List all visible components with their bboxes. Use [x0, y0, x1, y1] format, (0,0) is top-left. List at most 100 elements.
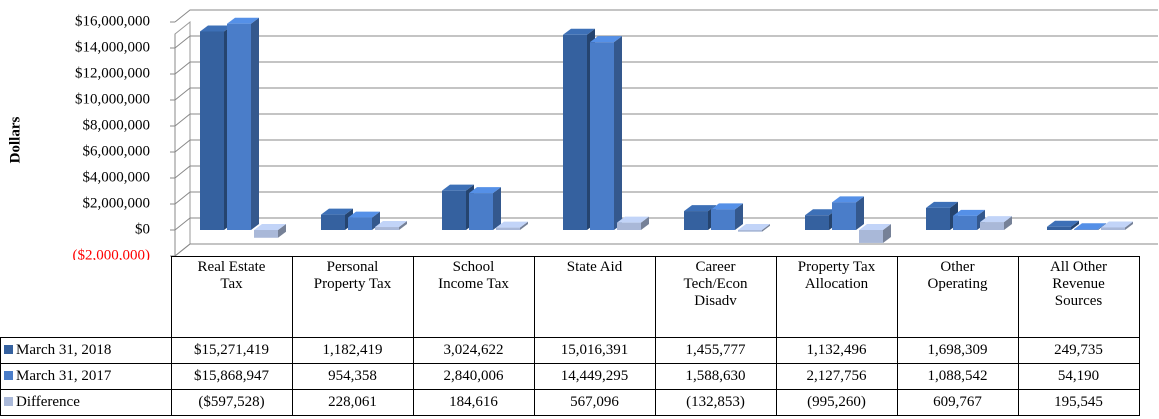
bar-top — [496, 221, 528, 228]
cell: 2,840,006 — [412, 363, 535, 390]
grid-line — [174, 191, 1158, 205]
bar — [375, 227, 399, 230]
bar-top — [1047, 220, 1079, 227]
grid-line — [174, 35, 1158, 49]
rh: March 31, 2017 — [0, 363, 172, 390]
bar-side — [493, 187, 501, 230]
bar — [1101, 227, 1125, 230]
cell: 1,698,309 — [896, 337, 1019, 364]
data-row: Difference ($597,528) 228,061 184,616 567,09… — [0, 389, 1140, 416]
bar-side — [251, 17, 259, 230]
y-tick-label: $4,000,000 — [83, 169, 151, 185]
cell: 1,132,496 — [775, 337, 898, 364]
cell: 14,449,295 — [533, 363, 656, 390]
y-tick-label: $2,000,000 — [83, 195, 151, 211]
bar-top — [348, 211, 380, 218]
cell: 1,455,777 — [654, 337, 777, 364]
bar — [1074, 229, 1098, 230]
bar-side — [278, 224, 286, 238]
bar-side — [856, 196, 864, 230]
bar-top — [684, 205, 716, 212]
bar — [321, 214, 345, 230]
hd: School Income Tax — [412, 256, 535, 338]
cell: 1,588,630 — [654, 363, 777, 390]
bar-side — [762, 224, 770, 232]
header-row: Real Estate Tax Personal Property Tax Scho… — [0, 256, 1140, 338]
bar-top — [227, 17, 259, 24]
cell: $15,271,419 — [170, 337, 293, 364]
grid-line — [174, 139, 1158, 153]
bar-top — [832, 196, 864, 203]
hd: Other Operating — [896, 256, 1019, 338]
bar-top — [738, 224, 770, 230]
legend-label: March 31, 2017 — [16, 368, 112, 384]
bar — [859, 230, 883, 243]
bar-side — [735, 203, 743, 230]
bar — [711, 209, 735, 230]
y-tick-label: $16,000,000 — [75, 13, 150, 29]
bar-side — [520, 221, 528, 230]
bar — [617, 222, 641, 230]
legend-label: Difference — [16, 394, 80, 410]
cell: 567,096 — [533, 389, 656, 416]
grid-line — [174, 243, 1158, 257]
grid-line — [174, 9, 1158, 23]
bar-top — [711, 203, 743, 210]
y-tick-label: $12,000,000 — [75, 65, 150, 81]
cell: 954,358 — [291, 363, 414, 390]
bar — [348, 217, 372, 230]
grid-line — [174, 87, 1158, 101]
bar-side — [1125, 221, 1133, 230]
legend-key — [4, 397, 13, 406]
legend-key — [4, 345, 13, 354]
rh: March 31, 2018 — [0, 337, 172, 364]
bar-top — [321, 208, 353, 215]
bar-top — [442, 184, 474, 191]
bar-top — [980, 216, 1012, 223]
grid-line — [174, 113, 1158, 127]
y-tick-label: $10,000,000 — [75, 91, 150, 107]
bar — [1047, 226, 1071, 230]
cell: 15,016,391 — [533, 337, 656, 364]
bar-top — [1074, 223, 1106, 230]
cell: 2,127,756 — [775, 363, 898, 390]
bar — [953, 215, 977, 230]
bar-side — [1004, 216, 1012, 230]
cell: 249,735 — [1017, 337, 1140, 364]
cell: $15,868,947 — [170, 363, 293, 390]
bar — [469, 193, 493, 230]
back-wall — [174, 20, 191, 258]
y-tick-label: $6,000,000 — [83, 143, 151, 159]
bar-side — [1071, 220, 1079, 230]
corner — [0, 256, 172, 338]
bar — [442, 190, 466, 230]
cell: 195,545 — [1017, 389, 1140, 416]
cell: 228,061 — [291, 389, 414, 416]
chart: Dollars ($2,000,000)$0$2,000,000$4,000,0… — [7, 9, 1158, 260]
bar-top — [926, 201, 958, 208]
bar-top — [1101, 221, 1133, 228]
bar-side — [641, 216, 649, 230]
cell: 609,767 — [896, 389, 1019, 416]
hd: Real Estate Tax — [170, 256, 293, 338]
y-tick-label: $0 — [135, 221, 150, 237]
bar-top — [617, 216, 649, 223]
bar-top — [254, 224, 286, 230]
cell: 3,024,622 — [412, 337, 535, 364]
cell: (132,853) — [654, 389, 777, 416]
legend-key — [4, 371, 13, 380]
y-axis-label: Dollars — [7, 117, 23, 164]
hd: All Other Revenue Sources — [1017, 256, 1140, 338]
bar-side — [883, 224, 891, 243]
bar — [738, 230, 762, 232]
data-table: Real Estate Tax Personal Property Tax Scho… — [0, 256, 1140, 416]
data-row: March 31, 2018 $15,271,419 1,182,419 3,024,… — [0, 337, 1140, 364]
cell: 184,616 — [412, 389, 535, 416]
bar — [563, 34, 587, 230]
bar-top — [590, 36, 622, 43]
bar-side — [399, 221, 407, 230]
bar-top — [375, 221, 407, 228]
hd: Property Tax Allocation — [775, 256, 898, 338]
cell: 54,190 — [1017, 363, 1140, 390]
